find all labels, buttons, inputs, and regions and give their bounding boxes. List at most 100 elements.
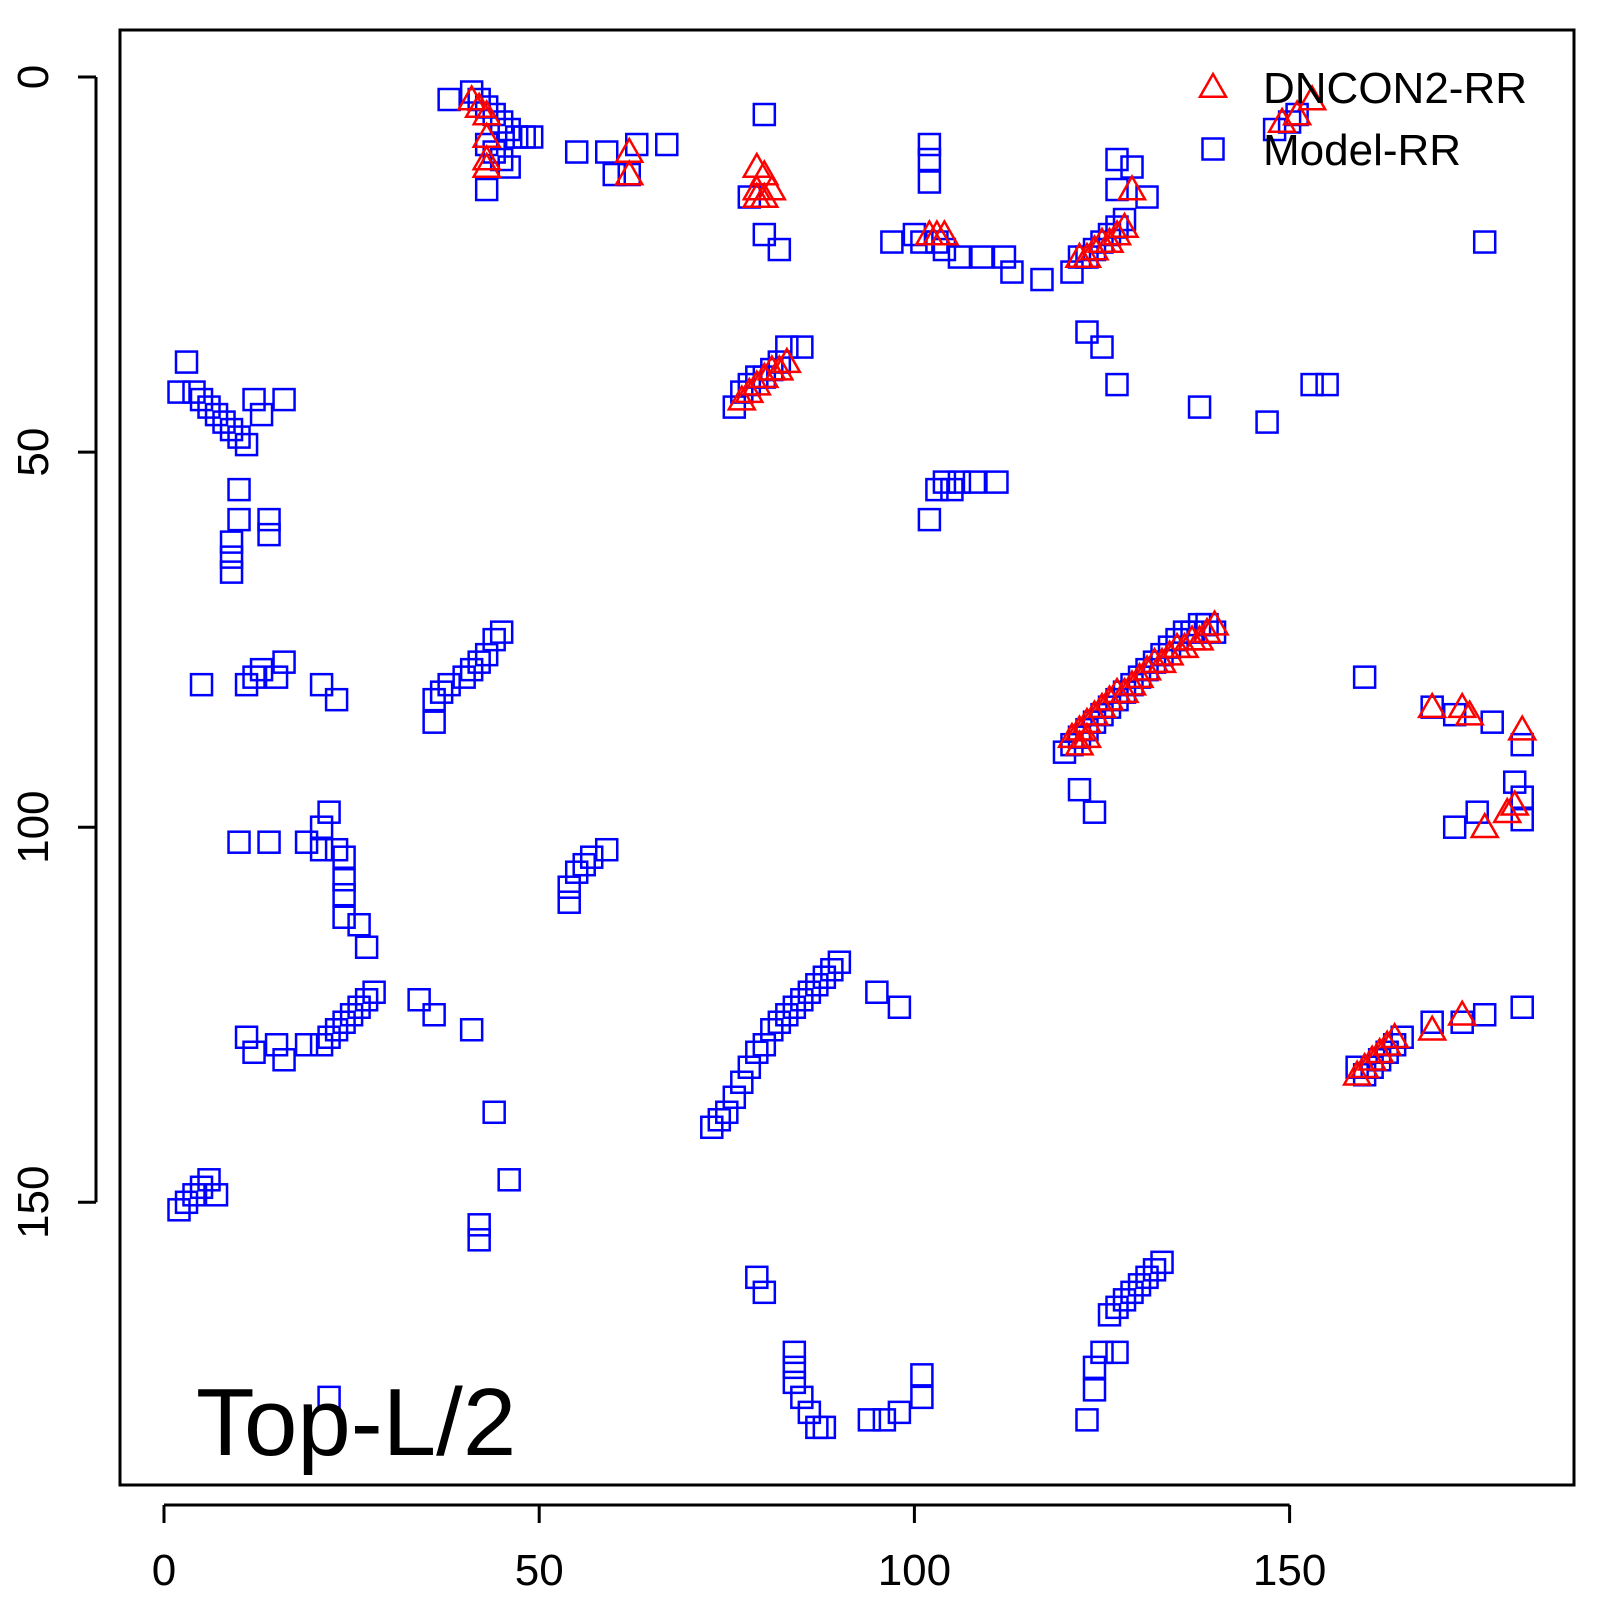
- x-tick-label: 100: [878, 1546, 951, 1595]
- model-rr-point: [745, 1265, 769, 1290]
- model-rr-point: [264, 665, 289, 689]
- model-rr-point: [1510, 995, 1534, 1019]
- model-rr-point: [579, 845, 604, 869]
- model-rr-point: [437, 87, 461, 112]
- dncon2-rr-point: [1079, 234, 1110, 261]
- model-rr-point: [1082, 800, 1107, 824]
- model-rr-point: [182, 1183, 206, 1207]
- model-rr-point: [347, 995, 371, 1019]
- model-rr-point: [775, 335, 799, 359]
- model-rr-point: [219, 560, 244, 584]
- dncon2-rr-point: [1071, 241, 1103, 269]
- model-rr-point: [1105, 177, 1129, 202]
- model-rr-point: [242, 1040, 266, 1065]
- x-tick-label: 50: [515, 1546, 564, 1595]
- model-rr-point: [557, 875, 581, 899]
- model-rr-point: [1472, 1003, 1497, 1027]
- model-rr-point: [902, 222, 927, 247]
- model-rr-point: [917, 147, 942, 172]
- model-rr-point: [272, 650, 296, 674]
- dncon2-rr-point: [614, 136, 645, 164]
- model-rr-point: [910, 1385, 934, 1410]
- dncon2-rr-point: [471, 151, 502, 179]
- model-rr-point: [309, 815, 334, 839]
- model-rr-point: [782, 1370, 807, 1395]
- model-rr-point: [272, 387, 296, 412]
- model-rr-point: [655, 132, 679, 157]
- model-rr-point: [910, 1363, 934, 1387]
- model-rr-point: [767, 237, 792, 262]
- model-rr-point: [197, 395, 221, 419]
- model-rr-point: [940, 477, 964, 502]
- x-axis: 0 50 100 150: [152, 1503, 1326, 1595]
- model-rr-point: [1255, 410, 1279, 434]
- model-rr-point: [1465, 800, 1489, 824]
- dncon2-rr-point: [771, 346, 802, 374]
- model-rr-point: [257, 830, 281, 854]
- dncon2-rr-point: [1379, 1021, 1410, 1049]
- model-rr-point: [722, 1085, 747, 1110]
- model-rr-point: [564, 140, 589, 164]
- model-rr-point: [197, 1168, 221, 1192]
- model-rr-point: [722, 395, 747, 419]
- model-rr-point: [1030, 267, 1054, 292]
- model-rr-point: [227, 425, 251, 449]
- model-rr-point: [752, 1280, 777, 1305]
- model-rr-point: [745, 1040, 769, 1065]
- model-rr-point: [1105, 1295, 1129, 1320]
- model-rr-point: [1097, 1303, 1122, 1327]
- dncon2-rr-point: [1447, 999, 1478, 1026]
- model-rr-point: [1315, 372, 1339, 397]
- model-rr-point: [474, 177, 499, 202]
- model-rr-point: [1060, 260, 1084, 284]
- model-rr-point: [594, 140, 619, 164]
- model-rr-point: [459, 657, 484, 682]
- dncon2-rr-point: [1364, 1036, 1395, 1064]
- series-dncon2-rr: [456, 83, 1538, 1086]
- model-rr-point: [782, 995, 807, 1019]
- dncon2-rr-point: [1094, 226, 1125, 254]
- model-rr-point: [602, 162, 626, 187]
- model-rr-point: [422, 1003, 446, 1027]
- model-rr-point: [324, 687, 349, 712]
- plot-frame: [118, 28, 1576, 1487]
- model-rr-point: [452, 665, 476, 689]
- model-rr-point: [324, 837, 349, 862]
- x-tick-label: 0: [152, 1546, 176, 1595]
- model-rr-point: [790, 987, 814, 1012]
- dncon2-rr-point: [741, 369, 772, 396]
- model-rr-point: [249, 402, 274, 427]
- model-rr-point: [219, 545, 244, 569]
- model-rr-point: [1090, 1340, 1114, 1365]
- y-tick-label: 100: [9, 790, 58, 863]
- legend: DNCON2-RR Model-RR: [1197, 64, 1527, 175]
- model-rr-point: [1075, 320, 1099, 344]
- dncon2-rr-point: [1296, 83, 1328, 111]
- model-rr-point: [497, 1168, 521, 1192]
- model-rr-point: [504, 125, 529, 149]
- y-axis: 0 50 100 150: [9, 65, 98, 1239]
- model-rr-point: [594, 837, 619, 862]
- model-rr-point: [1135, 185, 1159, 209]
- model-rr-point: [362, 980, 386, 1004]
- model-rr-point: [242, 665, 266, 689]
- model-rr-point: [354, 987, 379, 1012]
- dncon2-rr-point: [1417, 1014, 1448, 1041]
- model-rr-point: [760, 1018, 784, 1042]
- model-rr-point: [797, 1400, 822, 1425]
- model-rr-point: [459, 80, 484, 104]
- model-rr-point: [887, 995, 912, 1019]
- model-rr-point: [1105, 1340, 1129, 1365]
- model-rr-point: [1000, 260, 1024, 284]
- y-tick-label: 0: [9, 65, 58, 89]
- model-rr-point: [805, 1415, 829, 1440]
- dncon2-rr-point: [1454, 699, 1485, 726]
- model-rr-point: [797, 980, 822, 1004]
- model-rr-point: [947, 470, 972, 494]
- model-rr-point: [1510, 807, 1534, 832]
- model-rr-point: [482, 627, 506, 652]
- model-rr-point: [467, 1213, 491, 1237]
- model-rr-point: [1052, 740, 1077, 764]
- model-rr-point: [932, 237, 957, 262]
